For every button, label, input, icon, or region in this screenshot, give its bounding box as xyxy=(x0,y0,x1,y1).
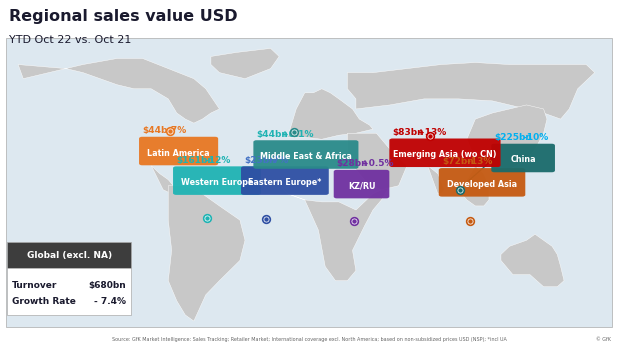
Text: Eastern Europe*: Eastern Europe* xyxy=(248,178,321,187)
FancyBboxPatch shape xyxy=(491,144,555,172)
Text: KZ/RU: KZ/RU xyxy=(348,182,375,191)
Bar xyxy=(7,268,131,315)
Text: -10%: -10% xyxy=(520,133,549,142)
Text: $680bn: $680bn xyxy=(88,282,126,291)
Text: Developed Asia: Developed Asia xyxy=(447,180,517,189)
Bar xyxy=(7,242,131,268)
Text: China: China xyxy=(510,156,536,165)
Text: $23bn: $23bn xyxy=(244,156,276,165)
Text: YTD Oct 22 vs. Oct 21: YTD Oct 22 vs. Oct 21 xyxy=(9,35,132,45)
FancyBboxPatch shape xyxy=(241,166,329,195)
Polygon shape xyxy=(274,180,390,281)
Polygon shape xyxy=(501,234,564,287)
Text: Emerging Asia (wo CN): Emerging Asia (wo CN) xyxy=(393,150,497,159)
Text: $44bn: $44bn xyxy=(256,129,289,139)
Text: $225bn: $225bn xyxy=(494,133,532,142)
Text: Latin America: Latin America xyxy=(147,149,210,158)
Text: Global (excl. NA): Global (excl. NA) xyxy=(27,251,112,260)
Text: -7%: -7% xyxy=(266,156,288,165)
Polygon shape xyxy=(168,186,245,321)
Text: +0.1%: +0.1% xyxy=(278,129,313,139)
Text: +0.5%: +0.5% xyxy=(358,159,394,168)
Polygon shape xyxy=(347,133,407,190)
Text: Middle East & Africa: Middle East & Africa xyxy=(260,152,352,161)
Text: $44bn: $44bn xyxy=(142,126,174,135)
Text: Source: GfK Market Intelligence: Sales Tracking; Retailer Market; International : Source: GfK Market Intelligence: Sales T… xyxy=(112,337,506,342)
Text: -7%: -7% xyxy=(164,126,186,135)
Text: -13%: -13% xyxy=(464,157,492,166)
Text: Western Europe: Western Europe xyxy=(180,178,253,187)
Polygon shape xyxy=(287,89,373,139)
FancyBboxPatch shape xyxy=(439,168,525,197)
Bar xyxy=(6,38,612,327)
Text: - 7.4%: - 7.4% xyxy=(94,297,126,306)
Text: $83bn: $83bn xyxy=(392,128,424,137)
Polygon shape xyxy=(347,63,595,119)
FancyBboxPatch shape xyxy=(139,137,218,165)
Polygon shape xyxy=(467,105,547,169)
FancyBboxPatch shape xyxy=(334,170,389,198)
Polygon shape xyxy=(462,166,489,206)
Polygon shape xyxy=(18,58,219,123)
FancyBboxPatch shape xyxy=(253,140,358,169)
FancyBboxPatch shape xyxy=(389,139,501,167)
Polygon shape xyxy=(151,166,177,194)
Text: Turnover: Turnover xyxy=(12,282,57,291)
Text: -12%: -12% xyxy=(202,156,231,165)
Text: Regional sales value USD: Regional sales value USD xyxy=(9,9,238,24)
Text: $72bn: $72bn xyxy=(442,157,473,166)
Text: © GfK: © GfK xyxy=(596,337,611,342)
Polygon shape xyxy=(211,48,279,79)
Polygon shape xyxy=(416,159,444,194)
FancyBboxPatch shape xyxy=(173,166,261,195)
Text: +13%: +13% xyxy=(414,128,446,137)
Text: $28bn: $28bn xyxy=(337,159,368,168)
Text: $161bn: $161bn xyxy=(176,156,214,165)
Text: Growth Rate: Growth Rate xyxy=(12,297,76,306)
